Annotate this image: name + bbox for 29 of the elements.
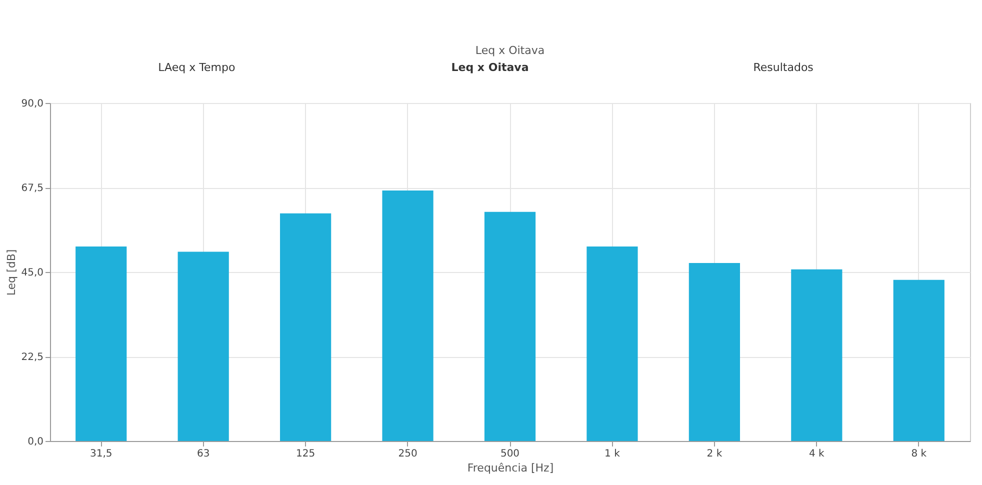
x-tick-label: 500: [500, 448, 520, 460]
x-tick-label: 4 k: [808, 448, 825, 460]
chart-title: Leq x Oitava: [475, 44, 545, 57]
x-tick-label: 8 k: [911, 448, 927, 460]
x-tick-label: 1 k: [604, 448, 620, 460]
x-tick-label: 31,5: [90, 448, 112, 460]
bar: [178, 252, 229, 441]
y-tick-label: 67,5: [21, 183, 44, 194]
y-tick-label: 0,0: [28, 436, 44, 448]
x-tick-label: 2 k: [706, 448, 722, 460]
text: Leq x Oitava: [451, 61, 529, 74]
y-tick-label: 45,0: [21, 268, 44, 278]
x-tick-label: 250: [398, 448, 418, 460]
x-axis-title: Frequência [Hz]: [467, 462, 554, 474]
bar: [586, 246, 638, 441]
y-tick-label: 22,5: [21, 352, 44, 363]
bar: [893, 280, 944, 441]
y-tick-label: 90,0: [21, 98, 44, 110]
text: Resultados: [753, 61, 814, 74]
x-tick-label: 63: [196, 448, 210, 460]
y-axis-title: Leq [dB]: [5, 249, 18, 296]
bar: [791, 269, 842, 441]
bar: [382, 190, 434, 441]
x-tick-label: 125: [296, 448, 316, 460]
bar: [484, 212, 536, 441]
bar: [688, 262, 740, 441]
text: LAeq x Tempo: [158, 61, 236, 74]
bar: [76, 246, 127, 441]
bar: [280, 213, 332, 441]
